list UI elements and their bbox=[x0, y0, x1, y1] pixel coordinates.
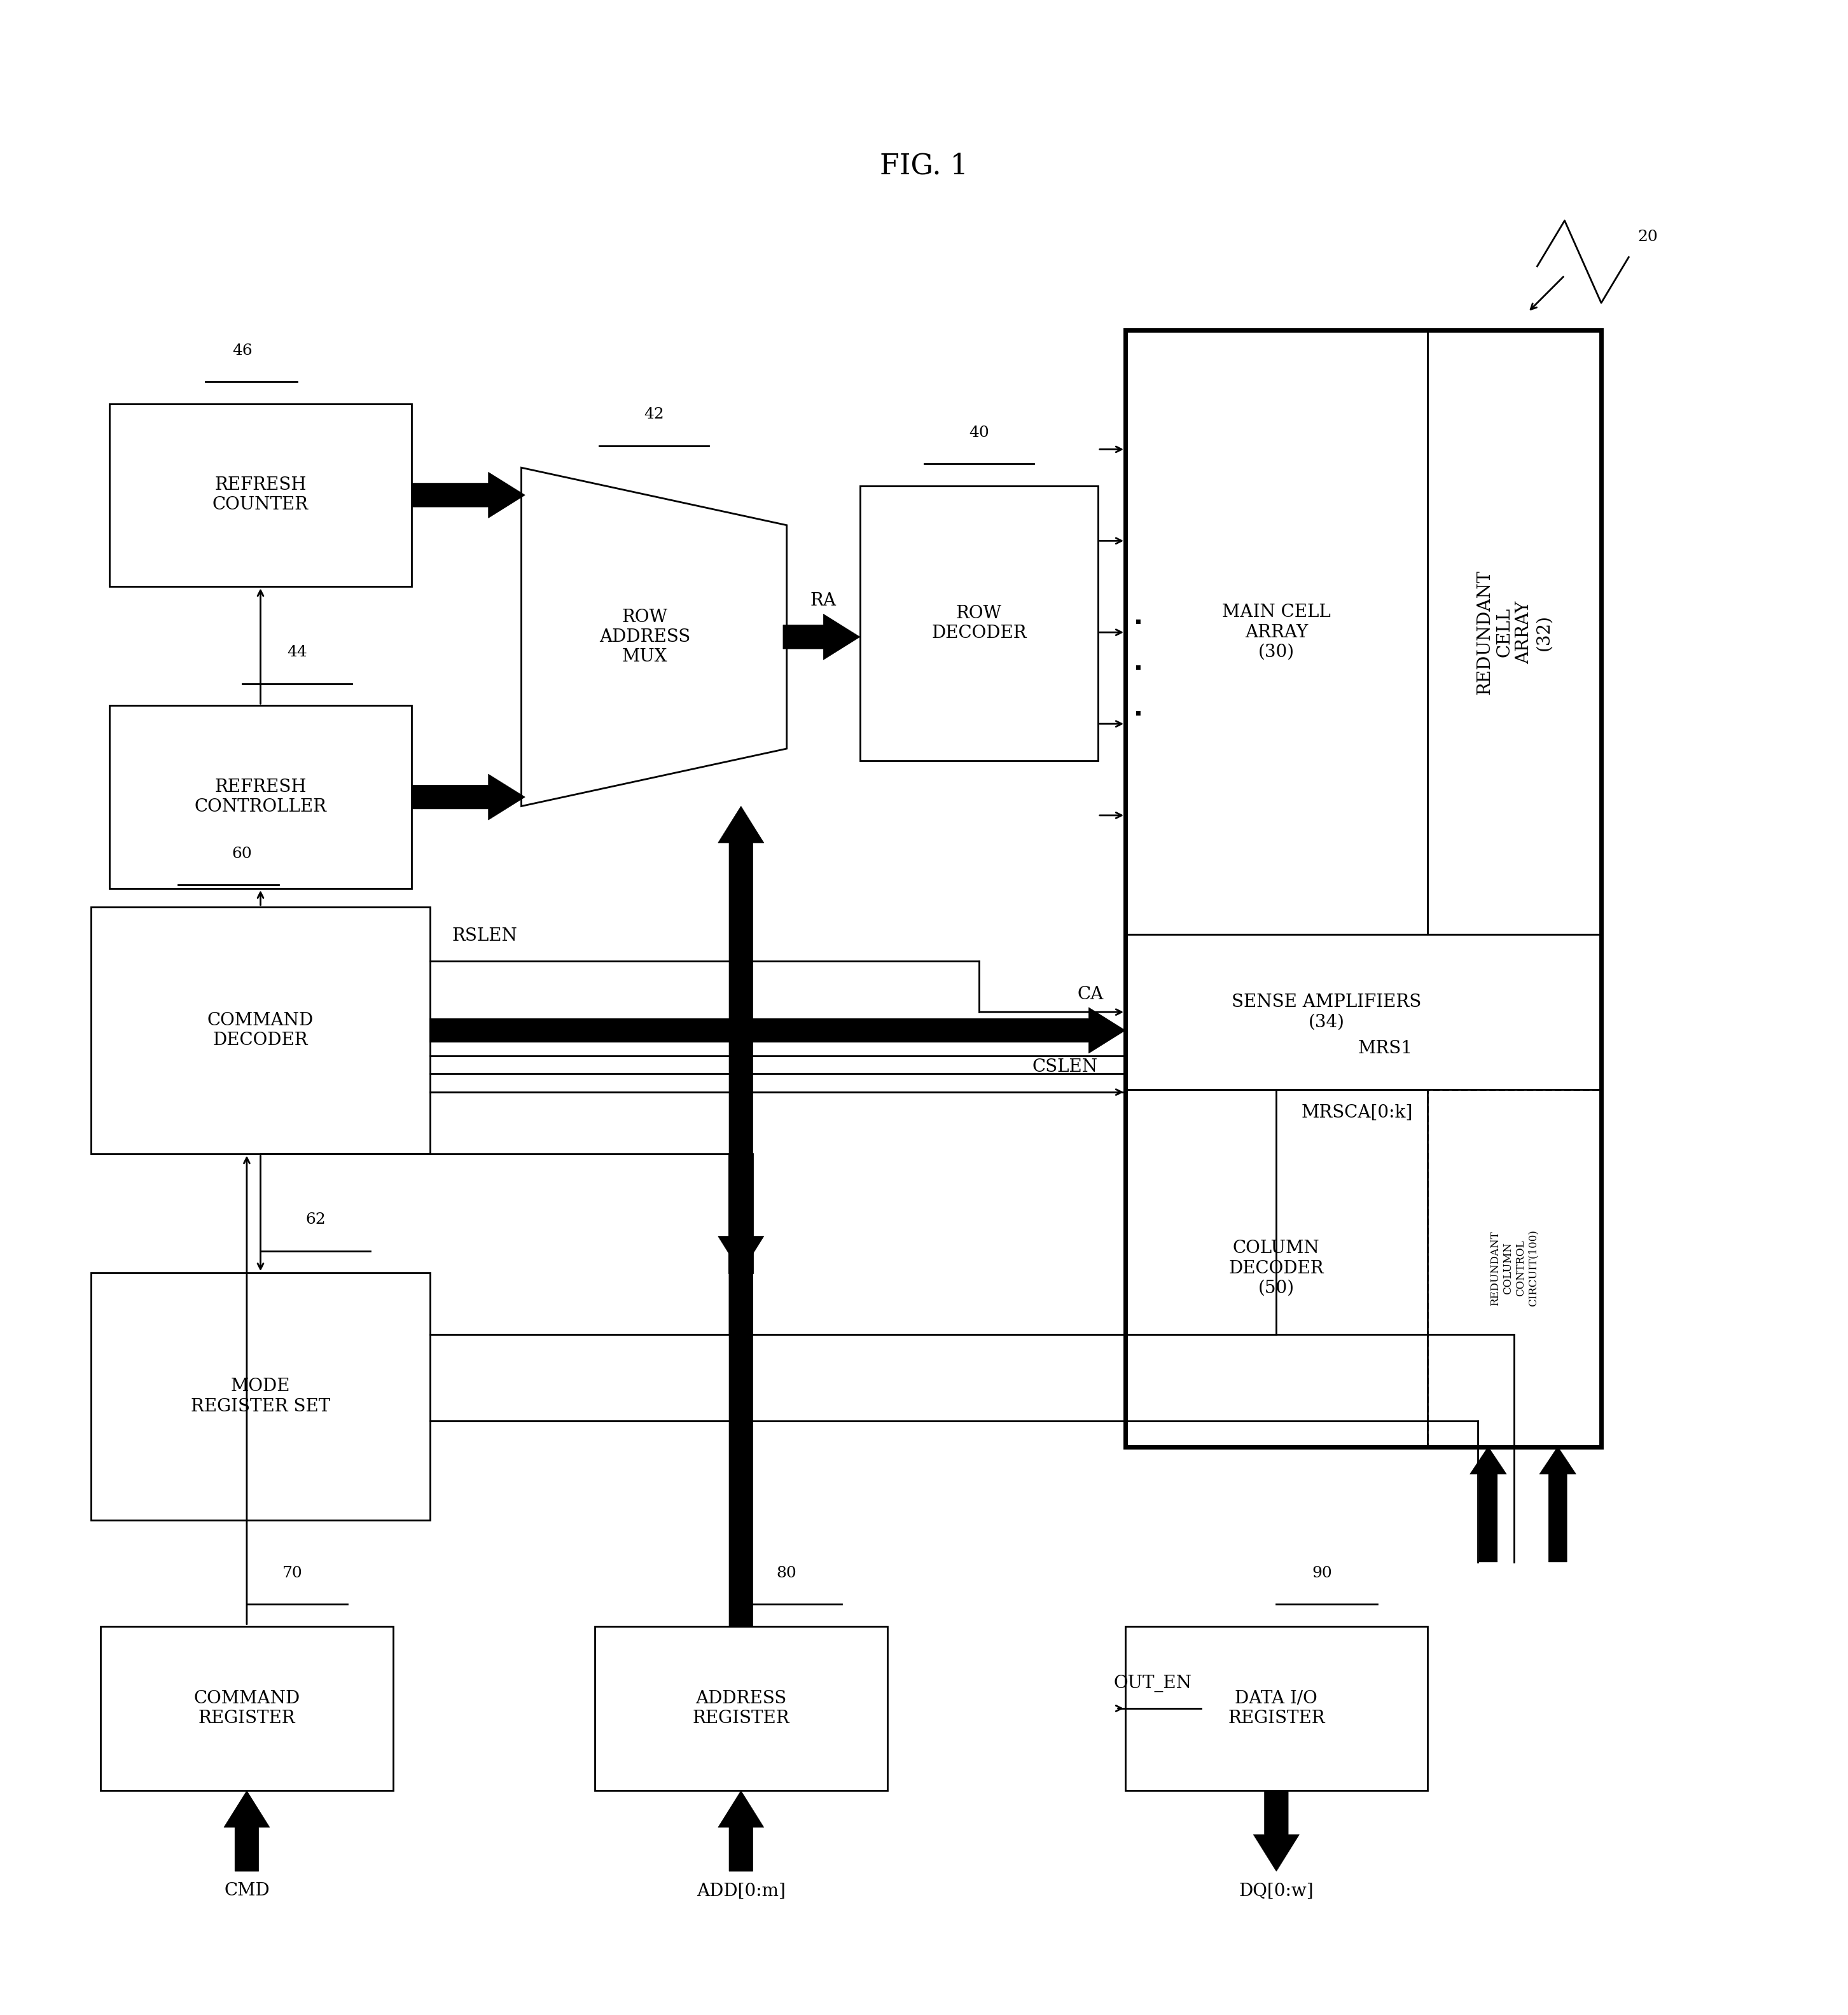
Text: REFRESH
CONTROLLER: REFRESH CONTROLLER bbox=[194, 778, 327, 816]
Polygon shape bbox=[719, 1791, 763, 1872]
Text: MAIN CELL
ARRAY
(30): MAIN CELL ARRAY (30) bbox=[1222, 604, 1331, 661]
Bar bbox=[730, 1155, 752, 1273]
Bar bbox=[91, 907, 431, 1155]
Bar bbox=[1125, 330, 1427, 935]
Text: 20: 20 bbox=[1637, 230, 1658, 244]
Bar bbox=[1125, 1626, 1427, 1791]
Text: CMD: CMD bbox=[224, 1882, 270, 1900]
Polygon shape bbox=[431, 1008, 1125, 1054]
Text: ROW
ADDRESS
MUX: ROW ADDRESS MUX bbox=[599, 609, 691, 665]
Text: CA: CA bbox=[1077, 985, 1103, 1003]
Text: FIG. 1: FIG. 1 bbox=[880, 151, 968, 179]
Bar bbox=[109, 705, 412, 889]
Polygon shape bbox=[719, 1237, 763, 1334]
Text: REDUNDANT
COLUMN
CONTROL
CIRCUIT(100): REDUNDANT COLUMN CONTROL CIRCUIT(100) bbox=[1489, 1229, 1538, 1306]
Polygon shape bbox=[412, 774, 525, 820]
Text: 60: 60 bbox=[233, 846, 253, 860]
Text: ·: · bbox=[1133, 611, 1142, 635]
Bar bbox=[1125, 1090, 1427, 1447]
Text: REDUNDANT
CELL
ARRAY
(32): REDUNDANT CELL ARRAY (32) bbox=[1477, 570, 1552, 695]
Bar bbox=[595, 1626, 887, 1791]
Bar bbox=[1125, 935, 1600, 1090]
Text: 40: 40 bbox=[968, 425, 989, 439]
Text: SENSE AMPLIFIERS
(34): SENSE AMPLIFIERS (34) bbox=[1233, 993, 1421, 1030]
Text: ADDRESS
REGISTER: ADDRESS REGISTER bbox=[693, 1691, 789, 1727]
Text: REFRESH
COUNTER: REFRESH COUNTER bbox=[213, 478, 309, 514]
Text: 46: 46 bbox=[233, 343, 253, 359]
Bar bbox=[859, 486, 1098, 760]
Text: MODE
REGISTER SET: MODE REGISTER SET bbox=[190, 1378, 331, 1415]
Text: 44: 44 bbox=[286, 645, 307, 659]
Polygon shape bbox=[412, 472, 525, 518]
Text: CSLEN: CSLEN bbox=[1033, 1058, 1098, 1076]
Text: RSLEN: RSLEN bbox=[451, 927, 517, 945]
Polygon shape bbox=[224, 1791, 270, 1872]
Text: COMMAND
REGISTER: COMMAND REGISTER bbox=[194, 1691, 299, 1727]
Text: ADD[0:m]: ADD[0:m] bbox=[697, 1882, 785, 1900]
Text: COMMAND
DECODER: COMMAND DECODER bbox=[207, 1012, 314, 1050]
Bar bbox=[91, 1273, 431, 1519]
Text: OUT_EN: OUT_EN bbox=[1114, 1674, 1192, 1693]
Text: 90: 90 bbox=[1312, 1566, 1332, 1580]
Bar bbox=[109, 403, 412, 586]
Text: DATA I/O
REGISTER: DATA I/O REGISTER bbox=[1227, 1691, 1325, 1727]
Polygon shape bbox=[1539, 1447, 1576, 1562]
Polygon shape bbox=[719, 806, 763, 1626]
Text: RA: RA bbox=[809, 592, 837, 609]
Bar bbox=[1125, 330, 1600, 1447]
Text: 80: 80 bbox=[776, 1566, 796, 1580]
Bar bbox=[100, 1626, 394, 1791]
Text: COLUMN
DECODER
(50): COLUMN DECODER (50) bbox=[1229, 1239, 1323, 1298]
Bar bbox=[1427, 330, 1600, 935]
Text: MRS1: MRS1 bbox=[1358, 1040, 1412, 1058]
Text: MRSCA[0:k]: MRSCA[0:k] bbox=[1301, 1104, 1412, 1120]
Text: 62: 62 bbox=[305, 1213, 325, 1227]
Polygon shape bbox=[1253, 1791, 1299, 1872]
Polygon shape bbox=[1469, 1447, 1506, 1562]
Text: 42: 42 bbox=[643, 407, 663, 421]
Text: ROW
DECODER: ROW DECODER bbox=[931, 604, 1026, 641]
Text: ·: · bbox=[1133, 657, 1142, 681]
Polygon shape bbox=[784, 615, 859, 659]
Bar bbox=[1427, 1090, 1600, 1447]
Text: 70: 70 bbox=[283, 1566, 303, 1580]
Text: DQ[0:w]: DQ[0:w] bbox=[1238, 1882, 1314, 1900]
Text: ·: · bbox=[1133, 703, 1142, 727]
